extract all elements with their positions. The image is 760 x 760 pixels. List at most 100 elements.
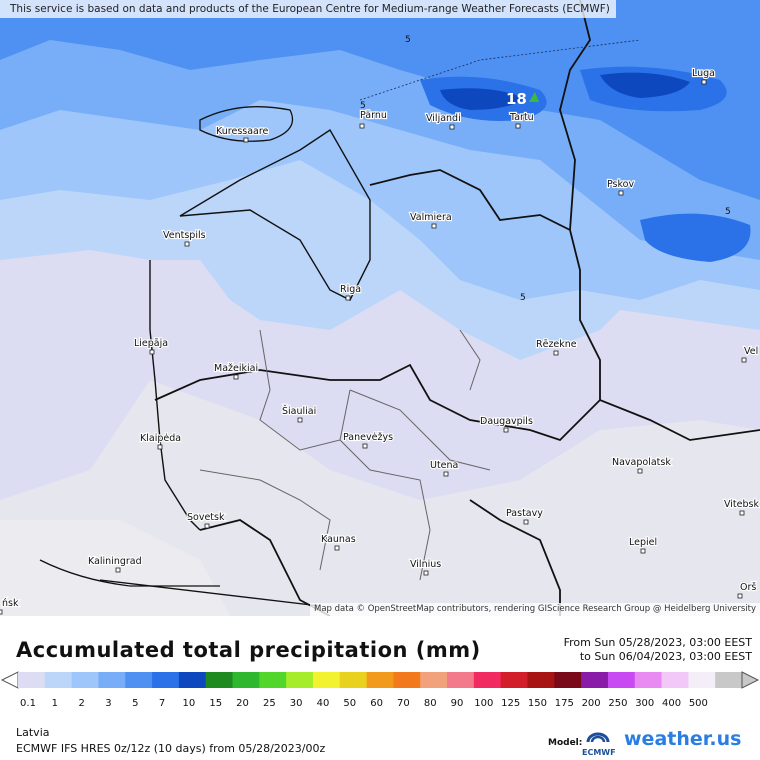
legend-tick-label: 5 [132, 698, 139, 709]
city-label: Kaliningrad [88, 556, 142, 567]
curonian-lagoon [39, 559, 220, 587]
legend-swatch [259, 672, 287, 688]
legend-tick-label: 300 [635, 698, 655, 709]
city-marker [637, 468, 643, 474]
max-marker-icon [529, 92, 539, 102]
weather-us-logo[interactable]: weather.us [624, 728, 742, 750]
legend-swatch [286, 672, 314, 688]
legend-tick-label: 40 [316, 698, 330, 709]
city-marker [423, 570, 429, 576]
legend-swatch [661, 672, 689, 688]
city-label: ńsk [2, 598, 19, 609]
precipitation-map[interactable]: 5 5 5 5 18 Kuressaare Pärnu Viljandi Tartu L… [0, 0, 760, 616]
city-marker [184, 241, 190, 247]
legend-tick-label: 2 [78, 698, 85, 709]
city-label: Vilnius [410, 559, 441, 570]
precip-core-east [640, 213, 751, 262]
city-label: Klaipėda [140, 433, 181, 444]
city-label: Luga [692, 68, 715, 79]
legend-swatch [688, 672, 716, 688]
legend-tick-label: 0.1 [20, 698, 36, 709]
city-marker [149, 349, 155, 355]
city-label: Ventspils [163, 230, 206, 241]
legend-swatch [71, 672, 99, 688]
city-marker [334, 545, 340, 551]
legend-swatch [715, 672, 743, 688]
city-marker [618, 190, 624, 196]
legend-tick-label: 80 [423, 698, 437, 709]
legend-tick-label: 1 [51, 698, 58, 709]
city-marker [233, 374, 239, 380]
border-estonia-russia [559, 0, 591, 231]
legend-swatch [500, 672, 528, 688]
map-attribution[interactable]: Map data © OpenStreetMap contributors, r… [310, 603, 760, 616]
contour-label-2: 5 [360, 101, 366, 111]
period-to: to Sun 06/04/2023, 03:00 EEST [579, 650, 752, 663]
city-label: Pastavy [506, 508, 543, 519]
city-marker [701, 79, 707, 85]
city-label: Rēzekne [536, 339, 577, 350]
legend-tick-label: 7 [158, 698, 166, 709]
coast-south [99, 579, 321, 607]
legend-arrow-left [0, 671, 19, 689]
legend-swatch [527, 672, 555, 688]
legend-tick-label: 20 [236, 698, 249, 709]
city-marker [741, 357, 747, 363]
model-label: Model: [548, 738, 583, 748]
city-marker [204, 523, 210, 529]
legend-tick-label: 25 [262, 698, 276, 709]
legend-tick-label: 50 [343, 698, 357, 709]
city-marker [737, 593, 743, 599]
legend-tick-label: 60 [370, 698, 383, 709]
city-marker [243, 137, 249, 143]
city-label: Navapolatsk [612, 457, 671, 468]
city-marker [157, 444, 163, 450]
legend-swatch [98, 672, 126, 688]
legend-tick-label: 150 [527, 698, 548, 709]
city-label: Riga [340, 284, 361, 295]
legend-tick-label: 175 [554, 698, 574, 709]
border-lithuania-belarus [469, 499, 561, 616]
city-marker [345, 295, 351, 301]
legend-tick-label: 400 [662, 698, 682, 709]
city-marker [443, 471, 449, 477]
legend-swatch [44, 672, 73, 688]
city-label: Daugavpils [480, 416, 533, 427]
legend-swatch [393, 672, 421, 688]
city-label: Šiauliai [282, 405, 316, 417]
legend-tick-label: 250 [608, 698, 628, 709]
border-latvia-lithuania-belarus [154, 363, 760, 442]
city-label: Mažeikiai [214, 363, 258, 374]
city-marker [503, 427, 509, 433]
contour-label-3: 5 [725, 207, 731, 217]
city-label: Liepāja [134, 338, 168, 349]
legend-tick-label: 10 [182, 698, 196, 709]
city-label: Valmiera [410, 212, 452, 223]
legend-swatch [420, 672, 448, 688]
precip-max-core-2 [600, 72, 690, 98]
city-label: Pskov [607, 179, 634, 190]
max-value-label: 18 [506, 90, 527, 108]
city-marker [0, 609, 3, 615]
city-marker [359, 123, 365, 129]
legend-tick-label: 3 [105, 698, 112, 709]
city-layer: Kuressaare Pärnu Viljandi Tartu Luga Pskov Val… [0, 67, 760, 615]
baltic-coast [149, 260, 201, 531]
ecmwf-attribution: This service is based on data and produc… [0, 0, 616, 18]
city-marker [449, 124, 455, 130]
saaremaa-island [199, 106, 294, 142]
border-lithuania-kaliningrad [199, 519, 331, 616]
contour-5 [359, 39, 641, 101]
city-label: Pärnu [360, 110, 387, 121]
city-label: Tartu [509, 112, 534, 123]
legend-swatch [366, 672, 394, 688]
legend-tick-label: 125 [501, 698, 521, 709]
legend-swatch [447, 672, 475, 688]
city-label: Kaunas [321, 534, 356, 545]
gulf-of-riga-coast [179, 129, 371, 301]
internal-borders [199, 329, 491, 581]
legend-tick-label: 70 [397, 698, 410, 709]
city-label: Kuressaare [216, 126, 269, 137]
legend-swatch [18, 672, 46, 688]
city-label: Lepiel [629, 537, 657, 548]
